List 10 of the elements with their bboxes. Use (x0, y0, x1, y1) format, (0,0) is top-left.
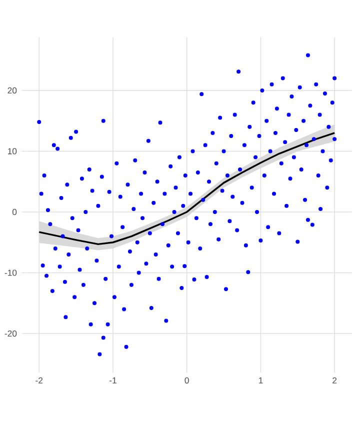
y-tick-label: 20 (8, 87, 16, 94)
x-tick-label: -2 (35, 377, 42, 384)
y-tick-label: 10 (8, 148, 16, 154)
y-tick-label: -10 (4, 270, 16, 276)
y-tick-label: -20 (4, 330, 16, 337)
x-tick-label: 0 (184, 377, 189, 384)
x-tick-label: -1 (109, 377, 116, 384)
x-tick-label: 1 (258, 377, 263, 384)
y-tick-label: 0 (12, 208, 16, 216)
x-tick-label: 2 (332, 377, 336, 384)
